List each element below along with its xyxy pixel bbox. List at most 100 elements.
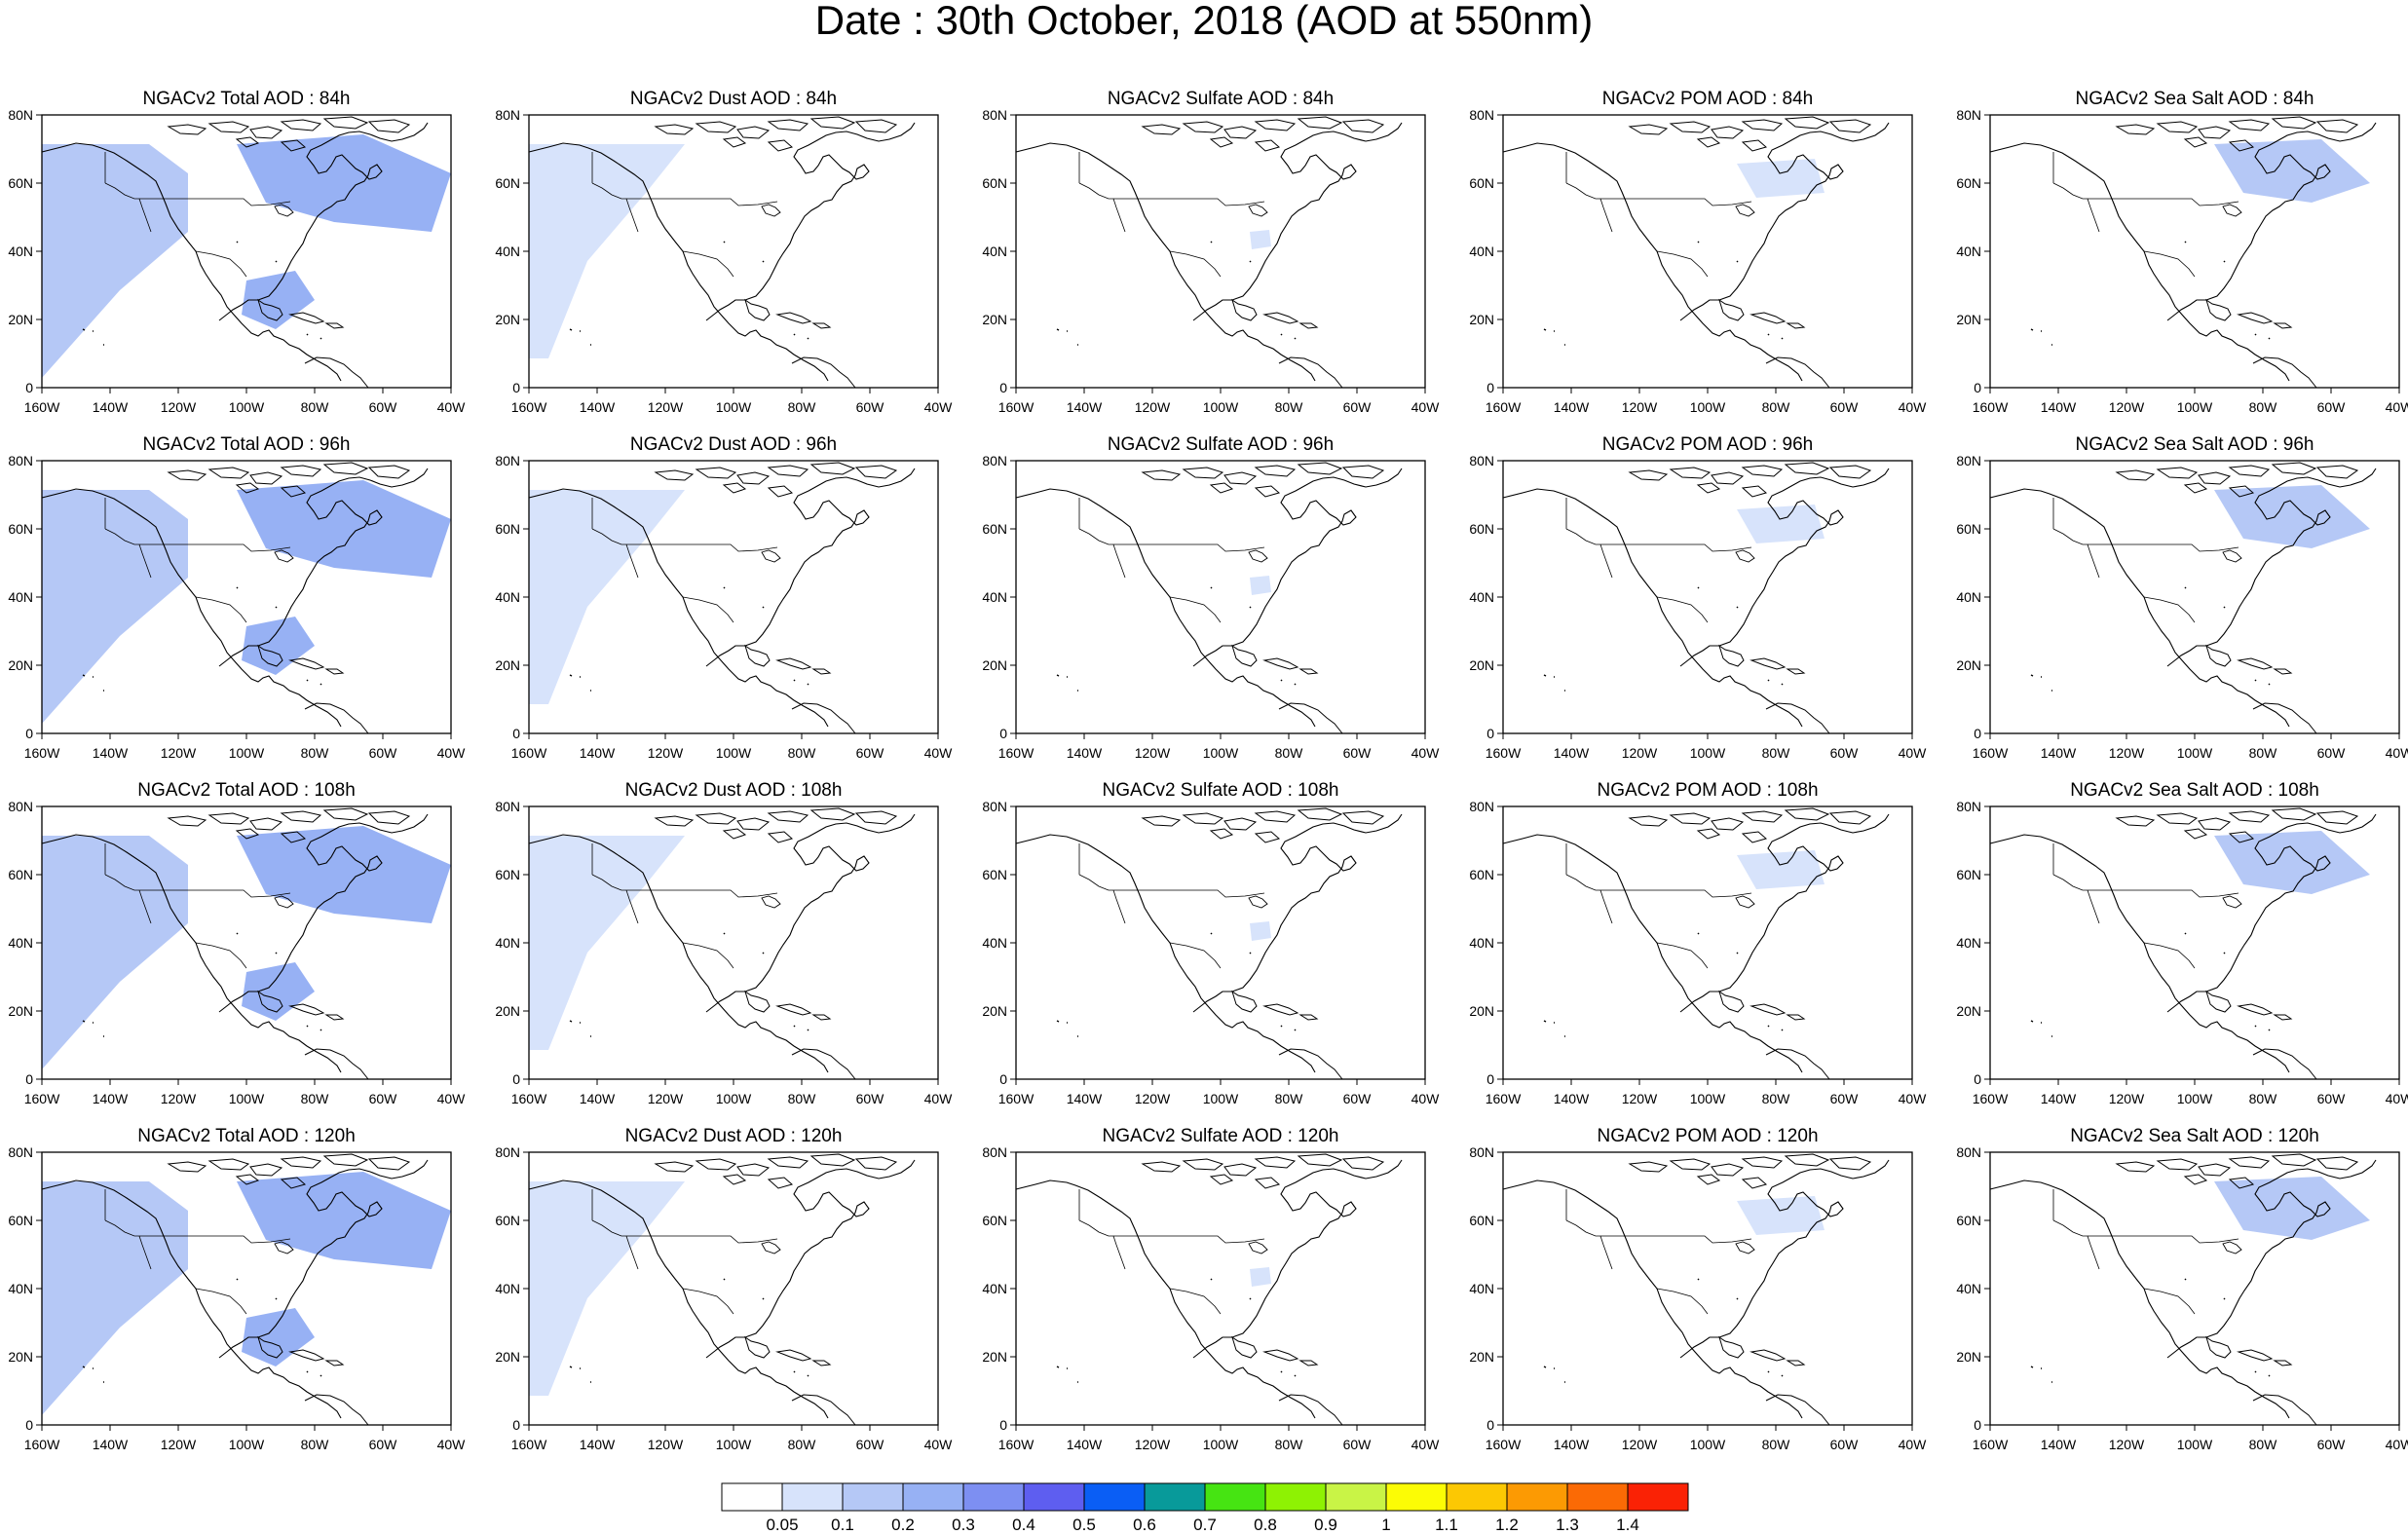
x-tick-label: 160W (1486, 1437, 1522, 1452)
map-frame (1502, 1151, 1913, 1426)
x-tick-label: 100W (1690, 1091, 1726, 1106)
colorbar-swatch (902, 1482, 964, 1512)
x-tick-label: 120W (1135, 399, 1171, 415)
colorbar-label: 1.4 (1616, 1516, 1639, 1534)
map-frame (1015, 114, 1426, 389)
x-tick-label: 140W (1554, 745, 1590, 761)
coastline (1502, 116, 1890, 389)
y-tick-label: 0 (999, 1071, 1007, 1087)
aod-field (237, 134, 451, 232)
x-tick-label: 160W (998, 1437, 1035, 1452)
x-tick-label: 120W (161, 1091, 197, 1106)
map-panel: 160W 140W 120W 100W 80W 60W 40W 0 20N 40N 60N 80N (495, 799, 953, 1106)
y-tick-label: 60N (982, 175, 1007, 191)
x-tick-label: 140W (93, 1091, 129, 1106)
y-tick-label: 0 (1974, 726, 1981, 741)
aod-field (237, 480, 451, 578)
aod-field (1737, 850, 1825, 889)
x-tick-label: 40W (2386, 1091, 2408, 1106)
y-tick-label: 20N (8, 1003, 33, 1019)
x-tick-label: 140W (2041, 745, 2077, 761)
y-tick-label: 40N (1956, 1281, 1981, 1296)
x-tick-label: 120W (1135, 745, 1171, 761)
x-tick-label: 40W (924, 1437, 954, 1452)
y-tick-label: 0 (1486, 1071, 1494, 1087)
map-panel: 160W 140W 120W 100W 80W 60W 40W 0 20N 40N 60N 80N (1956, 1144, 2408, 1452)
panel-title: NGACv2 Sea Salt AOD : 96h (2075, 434, 2314, 455)
x-tick-label: 120W (2109, 745, 2145, 761)
colorbar-label: 0.5 (1072, 1516, 1096, 1534)
x-tick-label: 80W (1275, 745, 1304, 761)
y-tick-label: 60N (495, 867, 520, 882)
x-tick-label: 80W (788, 1437, 817, 1452)
x-tick-label: 80W (1275, 399, 1304, 415)
y-tick-label: 60N (1469, 175, 1494, 191)
x-tick-label: 100W (229, 1437, 265, 1452)
y-tick-label: 60N (8, 175, 33, 191)
x-tick-label: 160W (998, 745, 1035, 761)
panel-title: NGACv2 Total AOD : 108h (137, 780, 356, 801)
y-tick-label: 0 (1974, 1417, 1981, 1433)
panel-title: NGACv2 Total AOD : 120h (137, 1126, 356, 1146)
y-tick-label: 0 (1486, 726, 1494, 741)
y-tick-label: 60N (982, 867, 1007, 882)
colorbar-label: 0.7 (1193, 1516, 1217, 1534)
x-tick-label: 120W (648, 1437, 684, 1452)
panel-title: NGACv2 Dust AOD : 108h (624, 780, 843, 801)
x-tick-label: 140W (580, 1091, 616, 1106)
y-tick-label: 0 (999, 380, 1007, 395)
y-tick-label: 40N (1469, 243, 1494, 259)
x-tick-label: 40W (1411, 1437, 1441, 1452)
y-tick-label: 20N (495, 1349, 520, 1365)
x-tick-label: 100W (2177, 1437, 2213, 1452)
y-tick-label: 80N (8, 1144, 33, 1160)
panel-title: NGACv2 Sulfate AOD : 84h (1107, 89, 1335, 109)
aod-field (242, 617, 315, 675)
y-tick-label: 40N (8, 1281, 33, 1296)
colorbar-swatch (1083, 1482, 1146, 1512)
aod-field (529, 836, 685, 1050)
y-tick-label: 40N (495, 1281, 520, 1296)
x-tick-label: 40W (1899, 745, 1928, 761)
x-tick-label: 80W (2249, 1091, 2278, 1106)
y-tick-label: 0 (999, 1417, 1007, 1433)
y-tick-label: 40N (1956, 935, 1981, 951)
x-tick-label: 80W (788, 1091, 817, 1106)
colorbar-swatch (781, 1482, 844, 1512)
x-tick-label: 40W (1899, 1091, 1928, 1106)
colorbar-swatch (1325, 1482, 1387, 1512)
x-tick-label: 100W (1203, 399, 1239, 415)
y-tick-label: 60N (982, 521, 1007, 537)
map-panel: 160W 140W 120W 100W 80W 60W 40W 0 20N 40N 60N 80N (8, 453, 466, 761)
y-tick-label: 40N (1469, 935, 1494, 951)
y-tick-label: 0 (25, 1417, 33, 1433)
x-tick-label: 60W (2317, 1437, 2347, 1452)
y-tick-label: 40N (495, 935, 520, 951)
colorbar-swatch (1506, 1482, 1568, 1512)
x-tick-label: 40W (1899, 399, 1928, 415)
x-tick-label: 80W (1762, 1091, 1791, 1106)
y-tick-label: 20N (1469, 1349, 1494, 1365)
colorbar-label: 0.1 (831, 1516, 854, 1534)
y-tick-label: 0 (1974, 1071, 1981, 1087)
x-tick-label: 160W (998, 1091, 1035, 1106)
y-tick-label: 80N (8, 453, 33, 468)
aod-field (42, 1181, 188, 1415)
panel-title: NGACv2 POM AOD : 84h (1601, 89, 1814, 109)
map-panel: 160W 140W 120W 100W 80W 60W 40W 0 20N 40N 60N 80N (1469, 799, 1928, 1106)
x-tick-label: 60W (369, 1437, 398, 1452)
x-tick-label: 80W (2249, 745, 2278, 761)
x-tick-label: 60W (856, 399, 885, 415)
y-tick-label: 20N (982, 1349, 1007, 1365)
x-tick-label: 160W (511, 1437, 547, 1452)
y-tick-label: 80N (1469, 1144, 1494, 1160)
map-frame (1502, 460, 1913, 734)
y-tick-label: 80N (982, 453, 1007, 468)
map-panel: 160W 140W 120W 100W 80W 60W 40W 0 20N 40N 60N 80N (495, 107, 953, 415)
x-tick-label: 60W (1830, 1437, 1860, 1452)
colorbar-swatch (1144, 1482, 1206, 1512)
map-panel: 160W 140W 120W 100W 80W 60W 40W 0 20N 40N 60N 80N (8, 107, 466, 415)
aod-field (42, 836, 188, 1069)
x-tick-label: 140W (1067, 1437, 1103, 1452)
x-tick-label: 40W (437, 1091, 467, 1106)
